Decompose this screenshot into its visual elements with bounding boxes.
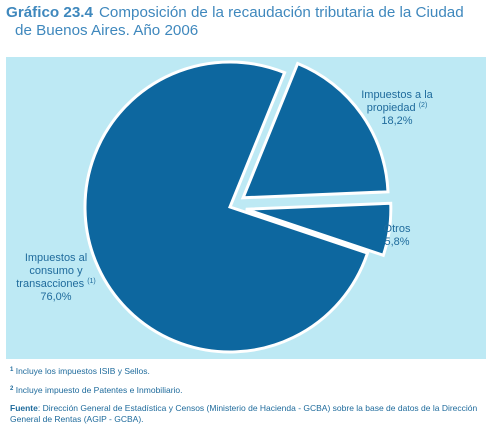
slice-label-propiedad-footnote: (2) xyxy=(418,102,428,109)
source-note: Fuente: Dirección General de Estadística… xyxy=(10,403,495,425)
chart-notes: 1 Incluye los impuestos ISIB y Sellos. 2… xyxy=(10,366,495,425)
slice-label-consumo-line3: transacciones xyxy=(16,278,85,290)
chart-title-line2: de Buenos Aires. Año 2006 xyxy=(15,22,199,39)
slice-label-otros-line1: Otros xyxy=(383,223,411,235)
slice-otros xyxy=(245,201,393,258)
note-2: 2 Incluye impuesto de Patentes e Inmobil… xyxy=(10,385,495,396)
slice-label-consumo: Impuestos al consumo y transacciones (1)… xyxy=(6,252,106,304)
slice-consumo xyxy=(83,60,370,354)
source-label: Fuente xyxy=(10,403,38,413)
note-1: 1 Incluye los impuestos ISIB y Sellos. xyxy=(10,366,495,377)
note-1-marker: 1 xyxy=(10,367,14,373)
slice-value-propiedad: 18,2% xyxy=(381,115,413,127)
pie-chart xyxy=(83,60,393,354)
slice-label-propiedad: Impuestos a la propiedad (2) 18,2% xyxy=(342,89,452,128)
note-2-marker: 2 xyxy=(10,386,14,392)
source-text: : Dirección General de Estadística y Cen… xyxy=(10,403,478,424)
chart-number: Gráfico 23.4 xyxy=(6,4,93,21)
note-2-text: Incluye impuesto de Patentes e Inmobilia… xyxy=(15,385,183,395)
chart-title: Gráfico 23.4 Composición de la recaudació… xyxy=(6,4,496,40)
chart-title-line1: Composición de la recaudación tributaria… xyxy=(98,4,464,21)
note-1-text: Incluye los impuestos ISIB y Sellos. xyxy=(15,366,150,376)
slice-label-propiedad-line2: propiedad xyxy=(366,102,416,114)
slice-label-consumo-line1: Impuestos al xyxy=(24,252,88,264)
slice-label-consumo-line2: consumo y xyxy=(29,265,83,277)
slice-layer xyxy=(83,60,393,354)
slice-value-consumo: 76,0% xyxy=(40,291,72,303)
chart-panel: Impuestos a la propiedad (2) 18,2% Otros… xyxy=(6,57,486,359)
slice-propiedad xyxy=(240,61,390,200)
slice-label-consumo-footnote: (1) xyxy=(87,278,96,285)
slice-value-otros: 5,8% xyxy=(384,236,410,248)
slice-label-otros: Otros 5,8% xyxy=(377,223,417,249)
slice-label-propiedad-line1: Impuestos a la xyxy=(361,89,433,101)
